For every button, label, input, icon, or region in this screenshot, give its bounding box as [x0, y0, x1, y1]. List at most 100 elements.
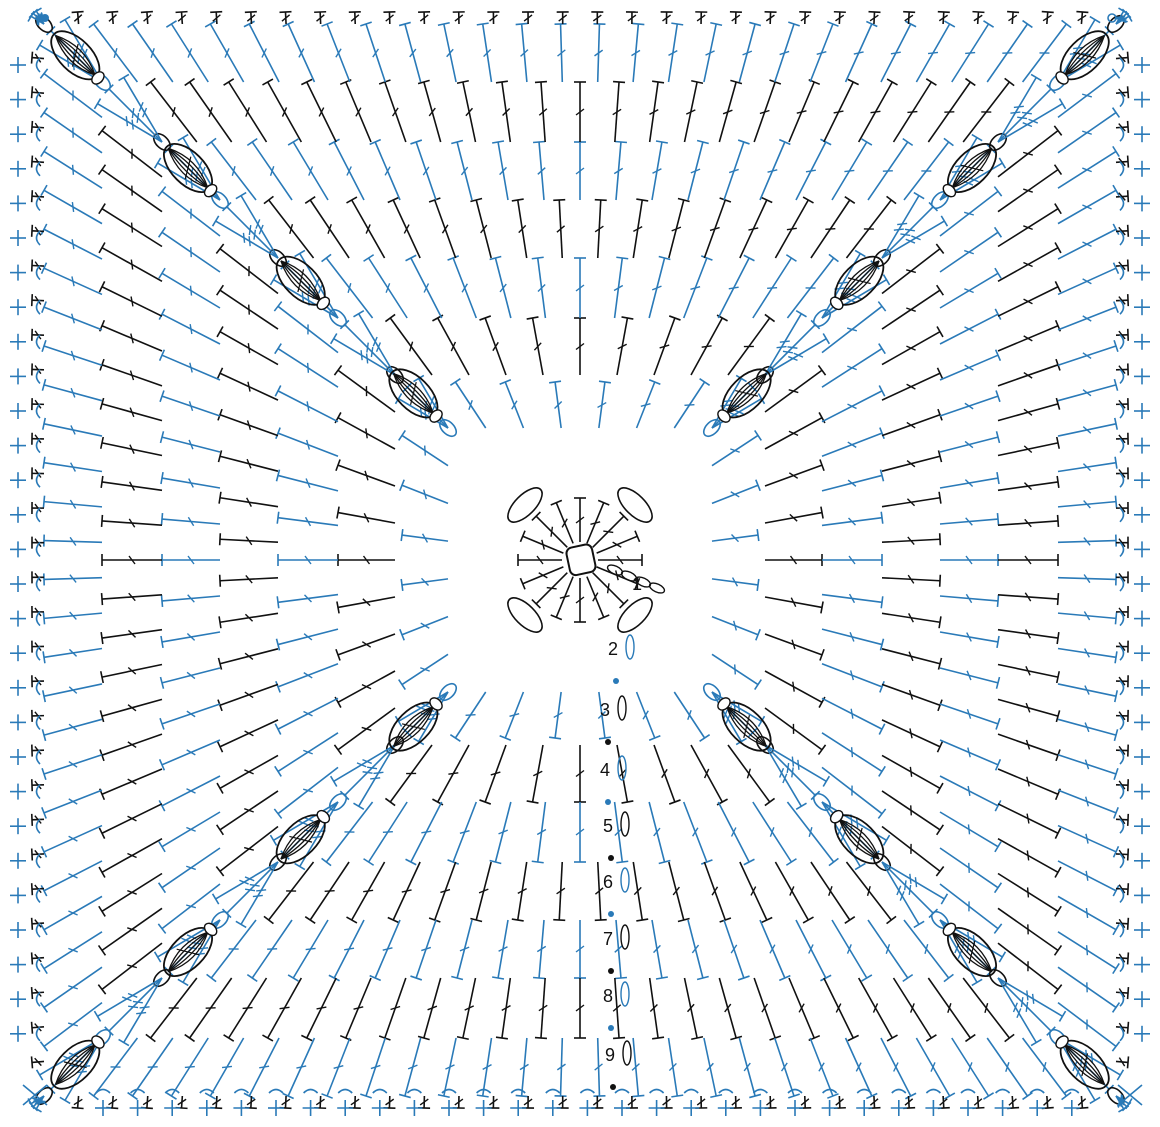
- stitch-dc: [1057, 68, 1121, 119]
- border-sc-left: [10, 645, 41, 662]
- stitch-dc: [246, 137, 293, 201]
- round-label: 8: [603, 986, 613, 1006]
- stitch-dc: [218, 533, 279, 546]
- stitch-dc: [321, 21, 351, 83]
- stitch-dc: [844, 1037, 878, 1100]
- stitch-dc: [648, 977, 665, 1040]
- stitch-dc: [93, 977, 163, 1022]
- stitch-dc: [788, 977, 821, 1042]
- stitch-dc: [492, 919, 509, 980]
- stitch-dc: [42, 611, 103, 625]
- chain-stitch: [617, 755, 627, 781]
- border-sc-left: [10, 991, 41, 1008]
- stitch-dc: [821, 469, 885, 492]
- stitch-dc: [764, 1095, 777, 1109]
- stitch-dc: [369, 919, 401, 982]
- stitch-dc: [962, 977, 1015, 1043]
- stitch-dc: [592, 572, 629, 609]
- stitch-dc: [165, 20, 209, 83]
- stitch-dc: [703, 1037, 723, 1099]
- round-6: [153, 133, 1007, 987]
- border-sc-right: [1119, 299, 1150, 316]
- border-sc-bottom: [1063, 1088, 1080, 1116]
- border-sc-left: [10, 749, 41, 765]
- stitch-dc: [997, 319, 1062, 352]
- stitch-dc: [432, 744, 470, 806]
- stitch-dc: [729, 1095, 742, 1109]
- border-sc-bottom: [233, 1088, 250, 1116]
- stitch-dc: [881, 450, 943, 472]
- stitch-dc: [1057, 15, 1101, 83]
- stitch-dc: [98, 281, 163, 317]
- stitch-dc: [690, 314, 728, 376]
- stitch-dc: [997, 514, 1060, 528]
- round-5: [211, 191, 949, 929]
- stitch-dc: [160, 512, 221, 527]
- stitch-dc: [39, 966, 103, 1013]
- stitch-dc: [432, 314, 470, 376]
- stitch-dc: [304, 861, 350, 925]
- stitch-dc: [98, 242, 163, 283]
- stitch-dc: [204, 20, 245, 83]
- stitch-dc: [1057, 107, 1121, 154]
- border-sc-right: [1119, 541, 1150, 558]
- stitch-dc: [405, 801, 443, 866]
- stitch-dc: [939, 267, 1002, 309]
- stitch-dc: [495, 977, 512, 1040]
- stitch-dc: [410, 919, 437, 981]
- stitch-dc: [1115, 640, 1129, 653]
- stitch-dc: [337, 554, 395, 566]
- stitch-dc: [39, 1001, 103, 1052]
- stitch-dc: [400, 529, 449, 543]
- round-label: 5: [603, 816, 613, 836]
- border-corner-x: [1117, 1084, 1143, 1106]
- border-sc-left: [10, 818, 41, 835]
- stitch-dc: [97, 942, 163, 995]
- stitch-dc: [1115, 86, 1130, 99]
- stitch-dc: [276, 593, 339, 609]
- stitch-dc: [1115, 917, 1130, 930]
- stitch-dc: [41, 753, 103, 780]
- border-sc-right: [1119, 160, 1150, 177]
- stitch-dc: [594, 198, 607, 259]
- stitch-dc: [660, 1095, 673, 1109]
- stitch-dc: [274, 385, 339, 423]
- stitch-dc: [531, 256, 547, 319]
- stitch-dc: [479, 315, 507, 376]
- stitch-dc: [100, 475, 163, 492]
- stitch-dc: [30, 51, 45, 64]
- stitch-dc: [799, 10, 812, 25]
- stitch-dc: [42, 456, 103, 473]
- stitch-dc: [216, 719, 279, 753]
- chain-stitch: [507, 597, 543, 633]
- border-sc-right: [1119, 749, 1150, 765]
- stitch-dc: [487, 1095, 500, 1109]
- border-sc-right: [1119, 91, 1150, 108]
- stitch-dc: [314, 10, 327, 25]
- stitch-dc: [635, 691, 661, 741]
- stitch-dc: [598, 554, 643, 566]
- border-sc-left: [10, 956, 41, 973]
- border-sc-left: [10, 1025, 41, 1042]
- stitch-dc: [591, 1095, 604, 1109]
- stitch-dc: [1115, 571, 1129, 584]
- stitch-dc: [823, 977, 859, 1042]
- stitch-dc: [711, 429, 762, 467]
- stitch-dc: [158, 739, 221, 771]
- stitch-dc: [1007, 1095, 1020, 1110]
- stitch-dc: [1057, 456, 1118, 473]
- stitch-dc: [1076, 1095, 1089, 1110]
- stitch-dc: [592, 511, 629, 548]
- stitch-dc: [723, 919, 750, 981]
- stitch-dc: [822, 554, 883, 566]
- stitch-dc: [1115, 155, 1130, 168]
- stitch-rounds: [27, 7, 1133, 1113]
- stitch-dc: [243, 1037, 280, 1100]
- stitch-dc: [881, 861, 925, 929]
- border-sc-bottom: [129, 1088, 146, 1116]
- stitch-dc: [574, 802, 586, 863]
- stitch-dc: [31, 363, 45, 376]
- border-sc-right: [1119, 610, 1150, 627]
- stitch-dc: [962, 77, 1015, 143]
- stitch-dc: [821, 301, 887, 354]
